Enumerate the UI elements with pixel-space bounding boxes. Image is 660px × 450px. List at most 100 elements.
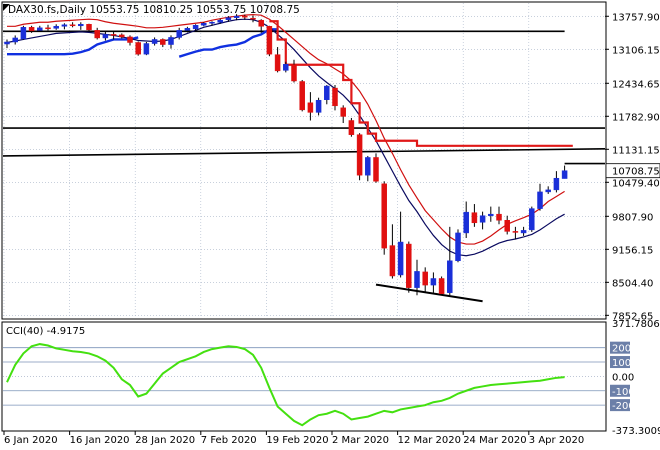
candle-body [119,34,125,38]
candle-body [201,23,207,26]
candle-body [291,64,297,82]
candle-body [86,24,92,31]
candle-body [537,191,543,209]
candle-body [233,15,240,18]
candle-body [389,245,396,277]
candle-body [553,177,560,191]
triangle-icon [3,4,10,11]
x-tick-label: 6 Jan 2020 [4,435,58,446]
x-tick-label: 12 Mar 2020 [398,435,461,446]
candle-body [529,208,535,231]
candle-body [217,19,223,23]
price-tick-label: 12434.65 [612,79,660,90]
level-line [2,148,606,157]
candle-body [471,212,478,224]
candle-body [4,41,10,45]
main-panel-frame [1,1,607,320]
candle-body [78,24,84,27]
blue-band [7,28,278,58]
candle-body [102,34,109,39]
candle-body [45,27,51,30]
current-price-box [605,163,660,179]
candle-body [381,183,387,249]
candle-body [135,42,141,55]
candle-body [447,260,453,293]
cci-grid [3,347,605,406]
candle-body [168,37,174,45]
blue-band-segment [7,36,139,56]
x-tick-label: 3 Apr 2020 [529,435,584,446]
candle-body [61,24,68,27]
blue-band-segment [178,28,278,58]
cci-tick-label: 371.7806 [612,319,660,330]
cci-tick-label: 0.00 [612,372,634,383]
current-price-label: 10708.75 [612,167,660,178]
candle-body [356,134,363,176]
candle-body [340,107,346,117]
candle-body [397,241,404,276]
candle-body [12,37,18,43]
red-step-line [269,20,573,147]
candle-body [69,24,76,27]
candle-body [496,213,502,221]
candle-body [373,157,379,182]
cci-tick-label: -100 [612,387,635,398]
candle-body [299,81,305,111]
candle-body [127,36,133,43]
candle-body [332,87,338,107]
price-tick-label: 13106.15 [612,45,660,56]
candle-body [479,215,486,223]
price-tick-label: 13757.90 [612,12,660,23]
candle-body [242,15,248,18]
cci-tick-label: -373.3009 [612,426,660,437]
chart-title: DAX30.fs,Daily 10553.75 10810.25 10553.7… [8,4,300,16]
cci-tick-label: 100 [612,358,631,369]
candle-body [561,170,568,179]
cci-series-line [6,343,565,427]
price-tick-label: 11131.15 [612,145,660,156]
price-tick-label: 7852.65 [612,311,653,322]
candle-body [430,278,437,286]
x-tick-label: 19 Feb 2020 [266,435,328,446]
candle-body [348,120,355,135]
price-tick-label: 9807.90 [612,212,653,223]
candle-body [455,232,461,262]
candle-body [422,271,428,286]
candle-body [488,213,494,216]
candle-body [192,25,199,30]
x-tick-label: 2 Mar 2020 [332,435,389,446]
cci-line [6,343,565,427]
candle-body [258,19,264,27]
price-tick-label: 10479.40 [612,178,660,189]
candle-body [53,26,59,29]
cci-tick-label: -200 [612,401,635,412]
candle-body [110,34,117,36]
x-tick-label: 24 Mar 2020 [463,435,526,446]
cci-axis: 371.7806 200 100 0.00 -100 -200 -373.3009 [610,319,660,437]
candle-body [438,278,445,294]
cci-label: CCI(40) -4.9175 [6,326,85,337]
support-trendline [375,283,483,303]
x-tick-label: 16 Jan 2020 [70,435,130,446]
candle-body [274,54,281,72]
x-axis: 6 Jan 2020 16 Jan 2020 28 Jan 2020 7 Feb 20… [3,431,584,446]
candle-body [504,220,510,232]
candle-body [209,21,215,24]
candle-body [365,157,371,176]
cci-level-box [610,356,630,369]
price-tick-label: 8504.40 [612,278,653,289]
candle-body [250,17,256,20]
candle-body [160,39,166,45]
candle-body [520,230,527,234]
candle-body [406,243,412,288]
slow-ma-line [7,14,565,245]
cci-level-box [610,341,630,354]
candle-body [315,99,322,113]
candle-body [143,43,150,55]
candle-body [463,211,469,234]
cci-level-box [610,399,630,412]
price-tick-label: 11782.90 [612,112,660,123]
candle-body [283,64,289,71]
candle-body [545,189,551,193]
